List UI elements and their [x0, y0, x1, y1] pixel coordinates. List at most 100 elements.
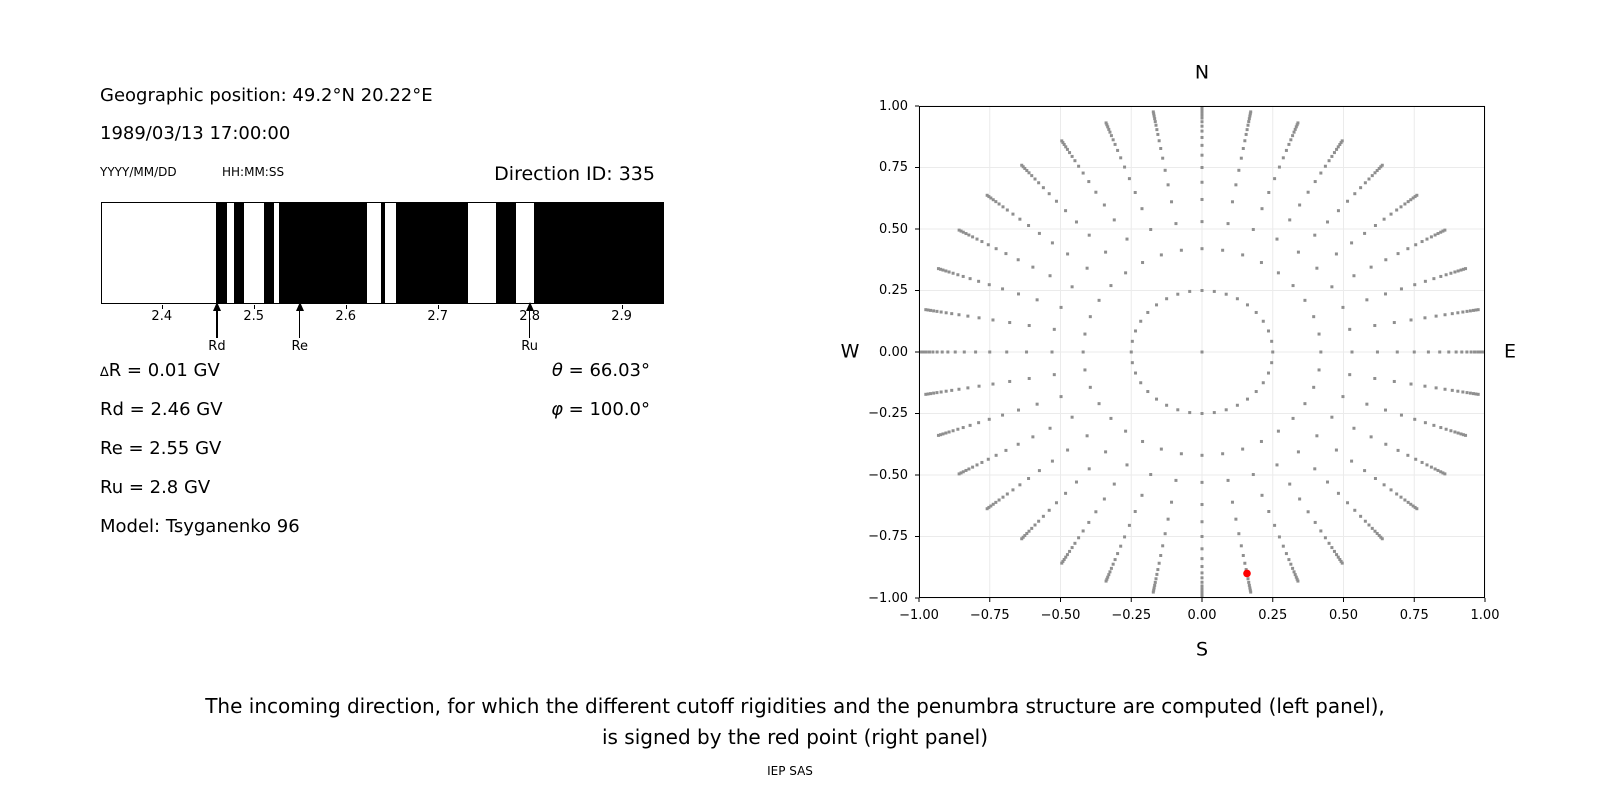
direction-dot	[991, 318, 995, 322]
direction-dot	[1241, 447, 1245, 451]
direction-dot	[1030, 174, 1034, 178]
direction-dot	[935, 391, 939, 395]
forbidden-band	[279, 203, 367, 303]
direction-dot	[1288, 218, 1292, 222]
direction-dot	[1456, 311, 1460, 315]
direction-dot	[1461, 433, 1465, 437]
direction-dot	[1077, 164, 1081, 168]
direction-dot	[1155, 303, 1159, 307]
direction-dot	[1125, 237, 1129, 241]
direction-dot	[964, 232, 968, 236]
direction-dot	[1004, 448, 1008, 452]
direction-dot	[971, 465, 975, 469]
direction-dot	[1054, 501, 1058, 505]
direction-dot	[1124, 429, 1128, 433]
direction-dot	[1005, 492, 1009, 496]
direction-dot	[1330, 154, 1334, 158]
direction-dot	[1411, 196, 1415, 200]
direction-dot	[1284, 552, 1288, 556]
direction-dot	[1027, 223, 1031, 227]
direction-dot	[1159, 447, 1163, 451]
direction-dot	[1149, 227, 1153, 231]
direction-dot	[1104, 579, 1108, 583]
direction-dot	[1352, 274, 1356, 278]
direction-dot	[1288, 482, 1292, 486]
direction-dot	[1335, 147, 1339, 151]
direction-dot	[1348, 373, 1352, 377]
direction-dot	[950, 312, 954, 316]
selected-direction-point	[1243, 569, 1251, 578]
direction-dot	[1369, 265, 1373, 269]
direction-dot	[1004, 252, 1008, 256]
direction-dot	[1336, 491, 1340, 495]
direction-dot	[1152, 114, 1156, 118]
direction-dot	[1373, 171, 1377, 175]
direction-dot	[1271, 350, 1275, 354]
direction-dot	[1074, 480, 1078, 484]
direction-dot	[1163, 168, 1167, 172]
direction-dot	[1406, 247, 1410, 251]
direction-dot	[1001, 495, 1005, 499]
direction-dot	[957, 472, 961, 476]
forbidden-band	[234, 203, 244, 303]
direction-dot	[1027, 477, 1031, 481]
direction-dot	[1441, 471, 1445, 475]
direction-dot	[1001, 287, 1005, 291]
direction-dot	[922, 350, 926, 354]
direction-dot	[1423, 316, 1427, 320]
direction-dot	[1332, 151, 1336, 155]
direction-dot	[1249, 590, 1253, 594]
direction-dot	[1141, 261, 1145, 265]
direction-dot	[1021, 535, 1025, 539]
direction-dot	[1441, 229, 1445, 233]
direction-dot	[1030, 526, 1034, 530]
penumbra-axis-tick-label: 2.5	[243, 309, 265, 324]
direction-dot	[1023, 534, 1027, 538]
marker-label-re: Re	[291, 339, 308, 354]
time-format-label: HH:MM:SS	[222, 165, 285, 179]
direction-dot	[1392, 379, 1396, 383]
direction-dot	[1259, 439, 1263, 443]
direction-dot	[1105, 123, 1109, 127]
direction-dot	[961, 230, 965, 234]
direction-dot	[1088, 385, 1092, 389]
direction-dot	[1295, 123, 1299, 127]
direction-dot	[1327, 159, 1331, 163]
direction-dot	[1330, 415, 1334, 419]
direction-dot	[1200, 584, 1204, 588]
y-axis-tick-label: 0.50	[879, 221, 908, 237]
direction-dot	[1140, 493, 1144, 497]
direction-dot	[1289, 138, 1293, 142]
direction-dot	[1468, 309, 1472, 313]
direction-dot	[974, 350, 978, 354]
direction-dot	[1200, 166, 1204, 169]
direction-id-text: Direction ID: 335	[494, 163, 655, 185]
direction-dot	[944, 389, 948, 393]
direction-dot	[1017, 292, 1021, 296]
direction-dot	[947, 270, 951, 274]
direction-dot	[1025, 169, 1029, 173]
direction-dot	[1476, 308, 1480, 312]
direction-dot	[1332, 549, 1336, 553]
direction-dot	[1296, 250, 1300, 254]
direction-dot	[985, 507, 989, 511]
direction-dot	[1174, 222, 1178, 226]
direction-dot	[1200, 113, 1204, 117]
direction-dot	[1077, 536, 1081, 540]
direction-dot	[1319, 350, 1323, 354]
direction-dot	[1061, 559, 1065, 563]
direction-dot	[1104, 250, 1108, 254]
direction-dot	[951, 271, 955, 275]
direction-dot	[1338, 558, 1342, 562]
direction-dot	[989, 196, 993, 200]
direction-dot	[1107, 573, 1111, 577]
direction-dot	[1156, 132, 1160, 136]
direction-dot	[1247, 120, 1251, 124]
direction-dot	[1296, 579, 1300, 583]
direction-dot	[1161, 544, 1165, 548]
direction-dot	[1146, 390, 1150, 394]
direction-dot	[1313, 233, 1317, 237]
direction-dot	[939, 390, 943, 394]
direction-dot	[1237, 532, 1241, 536]
direction-dot	[977, 421, 981, 425]
